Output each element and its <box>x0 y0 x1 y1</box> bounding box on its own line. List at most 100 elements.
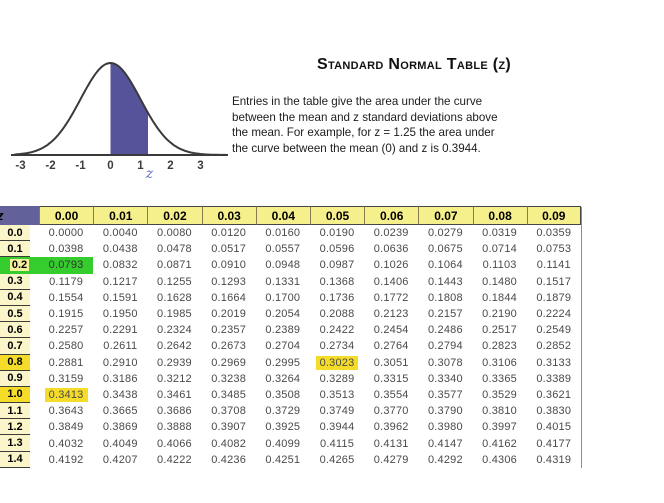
row-label: 1.3 <box>0 435 30 452</box>
table-cell: 0.3264 <box>265 372 301 385</box>
table-cell: 0.1255 <box>157 275 192 288</box>
column-header: 0.00 <box>39 206 94 225</box>
table-cell: 0.2190 <box>482 308 518 321</box>
table-cell: 0.1879 <box>536 291 572 304</box>
table-cell: 0.0239 <box>373 227 409 240</box>
table-cell: 0.3529 <box>482 388 518 401</box>
table-cell: 0.2054 <box>265 308 301 321</box>
table-cell: 0.0398 <box>48 243 84 256</box>
axis-tick-label: -2 <box>45 160 55 172</box>
table-cell: 0.4049 <box>102 437 138 450</box>
table-cell: 0.3577 <box>427 388 463 401</box>
table-cell: 0.0040 <box>102 227 138 240</box>
table-cell: 0.0714 <box>482 243 518 256</box>
table-cell: 0.1591 <box>102 291 138 304</box>
table-cell: 0.3749 <box>319 405 355 418</box>
table-cell: 0.2019 <box>211 308 247 321</box>
table-cell: 0.1368 <box>319 275 355 288</box>
table-cell: 0.1331 <box>265 275 301 288</box>
table-cell: 0.3078 <box>427 356 463 369</box>
table-cell: 0.1293 <box>211 275 247 288</box>
table-cell: 0.3133 <box>536 356 572 369</box>
table-cell: 0.4082 <box>211 437 247 450</box>
column-header: 0.03 <box>201 206 256 225</box>
table-cell: 0.3413 <box>39 387 93 403</box>
table-cell: 0.1179 <box>49 275 84 288</box>
table-cell: 0.0478 <box>157 243 192 256</box>
row-label: 0.5 <box>0 305 30 323</box>
normal-curve <box>14 61 226 156</box>
table-cell: 0.3888 <box>157 421 192 434</box>
table-cell: 0.0596 <box>319 243 355 256</box>
table-cell: 0.2910 <box>102 356 138 369</box>
table-cell: 0.3907 <box>211 421 247 434</box>
table-cell: 0.2257 <box>48 324 84 337</box>
table-cell: 0.0871 <box>157 259 192 272</box>
table-cell: 0.1950 <box>102 308 138 321</box>
table-cell: 0.2734 <box>319 340 355 353</box>
row-label: 0.6 <box>0 322 30 339</box>
table-cell: 0.3315 <box>373 372 409 385</box>
table-row: 0.5 0.1915 0.1950 0.1985 0.2019 0.2054 0.2088 0… <box>0 305 582 323</box>
table-cell: 0.3340 <box>427 372 463 385</box>
table-row: 1.1 0.3643 0.3665 0.3686 0.3708 0.3729 0.3749 0… <box>0 403 582 420</box>
table-cell: 0.3212 <box>157 372 192 385</box>
column-header: 0.07 <box>418 206 473 225</box>
table-cell: 0.2704 <box>265 340 301 353</box>
description-line: the curve between the mean (0) and z is … <box>232 141 481 155</box>
table-cell: 0.2823 <box>482 340 518 353</box>
table-cell: 0.1628 <box>157 291 192 304</box>
table-cell: 0.0557 <box>265 243 301 256</box>
table-cell: 0.2580 <box>48 340 84 353</box>
table-cell: 0.3554 <box>373 388 409 401</box>
row-label: 0.3 <box>0 273 30 290</box>
table-cell: 0.1736 <box>319 291 355 304</box>
table-cell: 0.4099 <box>265 437 301 450</box>
table-cell: 0.3686 <box>157 405 192 418</box>
table-row: 0.6 0.2257 0.2291 0.2324 0.2357 0.2389 0.2422 0… <box>0 322 582 339</box>
table-cell: 0.4279 <box>373 453 409 466</box>
table-cell: 0.2764 <box>373 340 409 353</box>
table-cell: 0.0000 <box>48 227 84 240</box>
table-cell: 0.1554 <box>48 291 84 304</box>
table-cell: 0.3438 <box>102 388 138 401</box>
table-row: 1.2 0.3849 0.3869 0.3888 0.3907 0.3925 0.3944 0… <box>0 419 582 436</box>
table-row: 0.4 0.1554 0.1591 0.1628 0.1664 0.1700 0.1736 0… <box>0 289 582 306</box>
table-cell: 0.2794 <box>427 340 463 353</box>
table-row: 0.1 0.0398 0.0438 0.0478 0.0517 0.0557 0.0596 0… <box>0 241 582 258</box>
table-cell: 0.2357 <box>211 324 247 337</box>
table-cell: 0.3997 <box>482 421 518 434</box>
table-cell: 0.0793 <box>39 257 94 274</box>
row-label: 1.1 <box>0 403 30 420</box>
table-cell: 0.4131 <box>373 437 409 450</box>
table-cell: 0.4162 <box>482 437 518 450</box>
table-cell: 0.2224 <box>536 308 572 321</box>
row-label: 0.4 <box>0 289 30 306</box>
table-cell: 0.3944 <box>319 421 355 434</box>
table-cell: 0.3461 <box>157 388 192 401</box>
z-axis-label: z <box>145 166 154 182</box>
column-header: 0.02 <box>147 206 202 225</box>
table-cell: 0.3621 <box>536 388 572 401</box>
table-cell: 0.3980 <box>427 421 463 434</box>
table-cell: 0.2422 <box>319 324 355 337</box>
table-cell: 0.1026 <box>373 259 409 272</box>
table-cell: 0.2673 <box>211 340 247 353</box>
table-cell: 0.3770 <box>373 405 409 418</box>
page-title: Standard Normal Table (z) <box>316 56 512 73</box>
z-table: z 0.000.010.020.030.040.050.060.070.080.… <box>0 206 582 468</box>
table-cell: 0.2881 <box>48 356 84 369</box>
table-cell: 0.3869 <box>102 421 138 434</box>
table-cell: 0.2291 <box>102 324 138 337</box>
table-cell: 0.1064 <box>427 259 463 272</box>
column-header: 0.06 <box>364 206 419 225</box>
table-row: 0.0 0.0000 0.0040 0.0080 0.0120 0.0160 0.0190 0… <box>0 225 582 242</box>
table-cell: 0.3289 <box>319 372 355 385</box>
table-cell: 0.3508 <box>265 388 301 401</box>
table-cell: 0.3665 <box>102 405 138 418</box>
table-cell: 0.3513 <box>319 388 355 401</box>
table-cell: 0.3106 <box>482 356 518 369</box>
row-label: 0.0 <box>0 225 30 242</box>
table-cell: 0.4265 <box>319 453 355 466</box>
